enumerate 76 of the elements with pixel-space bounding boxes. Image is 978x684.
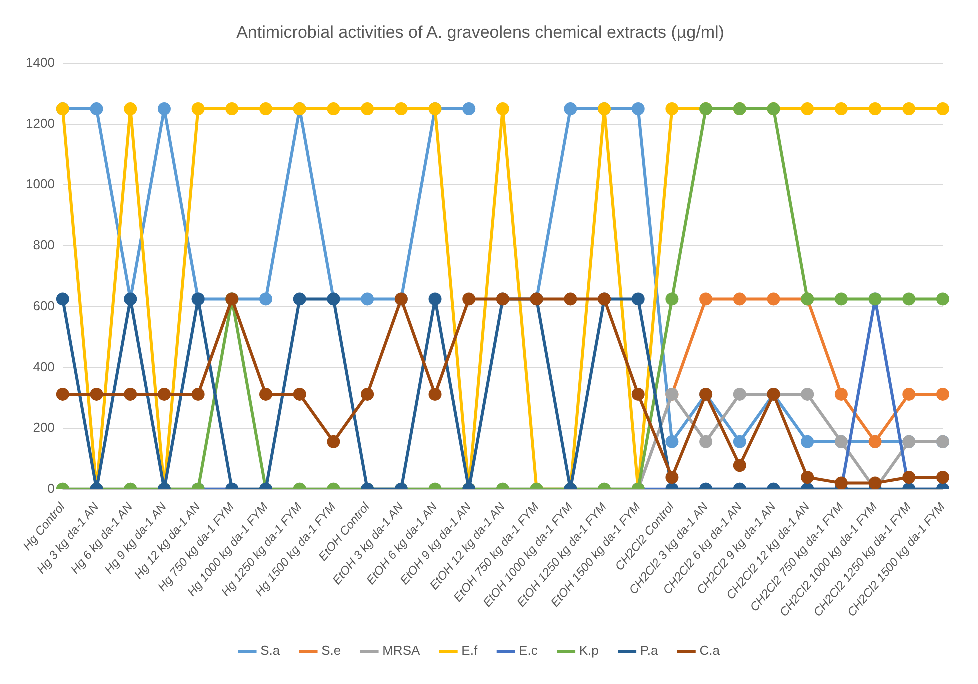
legend-label: P.a — [640, 643, 659, 658]
point — [936, 471, 950, 484]
point — [260, 292, 273, 306]
point — [90, 388, 104, 401]
point — [666, 102, 679, 116]
point — [733, 292, 746, 306]
y-tick-label: 1000 — [26, 176, 55, 192]
point — [936, 292, 950, 306]
point — [90, 102, 104, 116]
point — [936, 388, 950, 401]
point — [801, 388, 814, 401]
point — [327, 102, 340, 116]
point — [394, 102, 408, 116]
legend-label: MRSA — [382, 643, 420, 658]
point — [902, 388, 916, 401]
legend-label: C.a — [700, 643, 721, 658]
point — [462, 292, 476, 306]
legend-label: E.f — [462, 643, 478, 658]
point — [361, 102, 374, 116]
point — [834, 388, 848, 401]
point — [158, 102, 171, 116]
point — [666, 471, 679, 484]
point — [700, 292, 713, 306]
point — [327, 435, 340, 448]
point — [767, 292, 780, 306]
point — [293, 388, 306, 401]
point — [801, 471, 814, 484]
point — [260, 388, 273, 401]
point — [733, 435, 746, 448]
y-tick-label: 200 — [33, 420, 55, 436]
y-tick-label: 0 — [48, 480, 55, 496]
y-tick-label: 1400 — [26, 54, 55, 70]
point — [902, 102, 916, 116]
point — [700, 435, 713, 448]
legend-label: K.p — [579, 643, 599, 658]
point — [192, 388, 205, 401]
point — [868, 102, 882, 116]
point — [733, 388, 746, 401]
point — [428, 292, 442, 306]
legend-label: S.e — [322, 643, 342, 658]
point — [428, 388, 442, 401]
point — [226, 102, 239, 116]
point — [801, 102, 814, 116]
y-tick-label: 1200 — [26, 116, 55, 131]
y-tick-label: 800 — [33, 238, 55, 253]
point — [834, 102, 848, 116]
point — [56, 388, 70, 401]
point — [632, 292, 645, 306]
point — [361, 388, 374, 401]
point — [666, 435, 679, 448]
point — [632, 102, 645, 116]
point — [361, 292, 374, 306]
point — [192, 102, 205, 116]
point — [564, 102, 578, 116]
point — [801, 435, 814, 448]
point — [260, 102, 273, 116]
point — [496, 102, 510, 116]
point — [902, 471, 916, 484]
point — [632, 388, 645, 401]
point — [564, 292, 578, 306]
point — [124, 102, 138, 116]
legend-label: S.a — [260, 643, 281, 658]
point — [56, 292, 70, 306]
point — [666, 292, 679, 306]
y-tick-label: 400 — [33, 359, 55, 374]
chart-title: Antimicrobial activities of A. graveolens chemical extracts (µg/ml) — [236, 22, 724, 42]
point — [834, 292, 848, 306]
point — [158, 388, 171, 401]
point — [902, 292, 916, 306]
y-tick-label: 600 — [33, 298, 55, 314]
legend-label: E.c — [519, 643, 538, 658]
point — [733, 459, 746, 472]
point — [462, 102, 476, 116]
point — [124, 388, 138, 401]
point — [293, 292, 306, 306]
point — [936, 102, 950, 116]
